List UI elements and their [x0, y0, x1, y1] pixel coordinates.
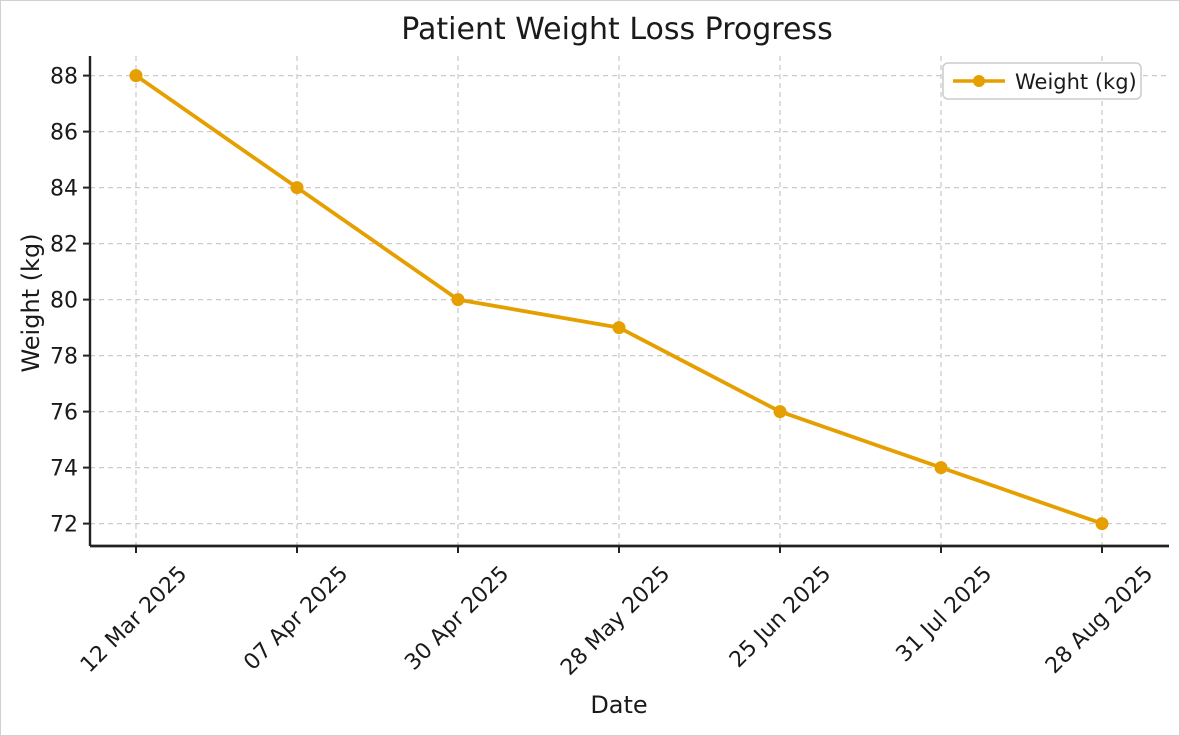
- y-tick-label: 84: [50, 177, 78, 202]
- legend-box: [942, 62, 1142, 100]
- data-point-marker: [129, 69, 143, 83]
- data-point-marker: [612, 321, 626, 335]
- data-point-marker: [773, 405, 787, 419]
- legend-label: Weight (kg): [1015, 70, 1137, 94]
- y-tick-label: 82: [50, 233, 78, 258]
- x-tick-label: 25 Jun 2025: [725, 562, 836, 673]
- data-point-marker: [451, 293, 465, 307]
- x-tick-label: 07 Apr 2025: [239, 562, 353, 676]
- y-tick-label: 78: [50, 345, 78, 370]
- chart-title: Patient Weight Loss Progress: [401, 12, 832, 47]
- x-axis-label: Date: [590, 691, 647, 719]
- y-tick-label: 88: [50, 65, 78, 90]
- legend: Weight (kg): [942, 62, 1142, 100]
- weight-series: [129, 69, 1109, 531]
- tick-labels: 72 74 76 78 80 82 84 86 88 12 Mar 2025 07 Apr 2025…: [50, 65, 1158, 681]
- x-tick-label: 28 Aug 2025: [1041, 562, 1158, 679]
- data-point-marker: [1095, 517, 1109, 531]
- y-tick-label: 74: [50, 457, 78, 482]
- x-tick-label: 30 Apr 2025: [400, 562, 514, 676]
- y-tick-label: 72: [50, 513, 78, 538]
- x-tick-label: 31 Jul 2025: [892, 562, 998, 668]
- grid-lines: [90, 56, 1169, 546]
- axes: [83, 56, 1169, 553]
- y-axis-label: Weight (kg): [17, 233, 45, 372]
- legend-marker-icon: [973, 75, 985, 87]
- y-tick-label: 86: [50, 121, 78, 146]
- data-point-marker: [290, 181, 304, 195]
- data-point-marker: [934, 461, 948, 475]
- y-tick-label: 76: [50, 401, 78, 426]
- y-tick-label: 80: [50, 289, 78, 314]
- x-tick-label: 28 May 2025: [556, 562, 675, 681]
- x-tick-label: 12 Mar 2025: [76, 562, 192, 678]
